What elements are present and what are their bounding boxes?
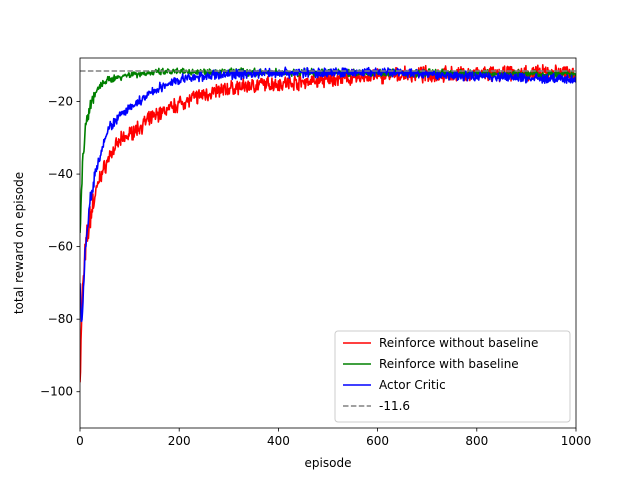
legend-label: Actor Critic <box>379 378 446 392</box>
x-axis-label: episode <box>305 456 352 470</box>
series-layer <box>80 63 576 383</box>
y-tick-label: −20 <box>48 95 73 109</box>
x-tick-label: 600 <box>366 434 389 448</box>
x-tick-label: 400 <box>267 434 290 448</box>
x-tick-label: 800 <box>465 434 488 448</box>
x-tick-label: 200 <box>168 434 191 448</box>
x-tick-label: 0 <box>76 434 84 448</box>
y-tick-label: −60 <box>48 240 73 254</box>
legend-label: Reinforce with baseline <box>379 357 519 371</box>
x-tick-label: 1000 <box>561 434 592 448</box>
legend: Reinforce without baseline Reinforce with… <box>334 330 571 423</box>
y-tick-label: −100 <box>40 385 73 399</box>
legend-label: -11.6 <box>379 399 410 413</box>
legend-box <box>334 330 571 423</box>
ticks-layer: 0 200 400 600 800 1000 −100 −80 −60 −40 −20 <box>40 95 591 448</box>
legend-label: Reinforce without baseline <box>379 336 538 350</box>
series-line-reinforce-without-baseline <box>80 63 576 383</box>
plot-frame <box>79 57 577 429</box>
y-tick-label: −80 <box>48 312 73 326</box>
y-axis-label: total reward on episode <box>12 172 26 314</box>
y-tick-label: −40 <box>48 167 73 181</box>
